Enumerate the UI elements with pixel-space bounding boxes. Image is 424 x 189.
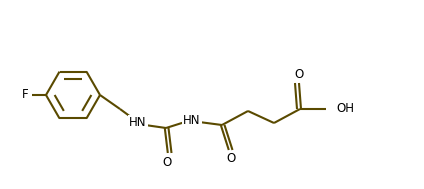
Text: OH: OH [336, 102, 354, 115]
Text: O: O [294, 67, 304, 81]
Text: HN: HN [183, 114, 201, 126]
Text: O: O [162, 156, 172, 169]
Text: F: F [22, 88, 28, 101]
Text: O: O [226, 153, 236, 166]
Text: HN: HN [129, 116, 147, 129]
